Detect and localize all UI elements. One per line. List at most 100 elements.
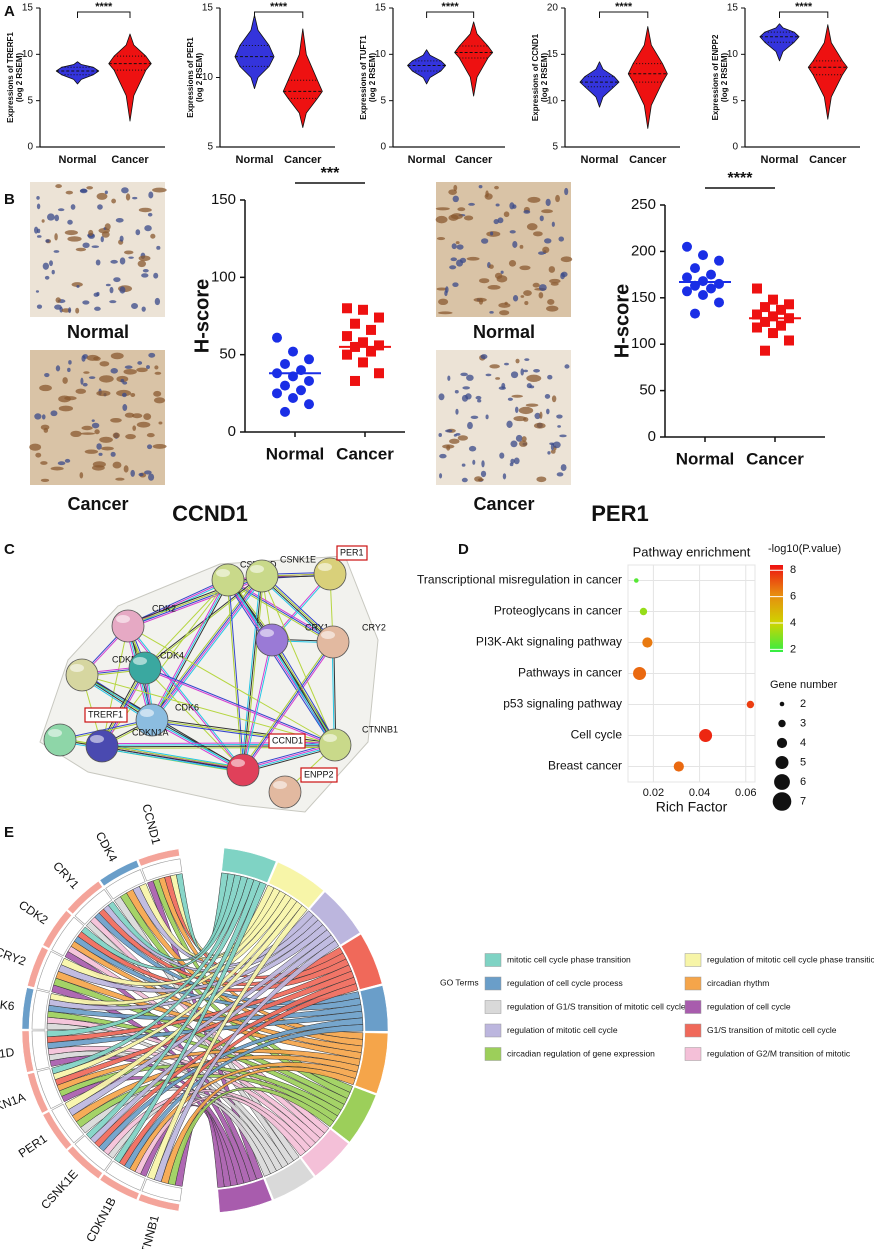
cell (518, 440, 528, 447)
cell (549, 278, 561, 284)
cell (120, 378, 125, 383)
node-label: CCND1 (272, 735, 303, 745)
cell (124, 365, 133, 369)
cell (499, 452, 505, 459)
point (288, 392, 298, 403)
cell (438, 393, 445, 401)
cell (450, 257, 458, 262)
gene-label: CSNK1E (38, 1167, 81, 1212)
gene-inner-arc (51, 1103, 85, 1144)
cell (119, 286, 126, 294)
y-axis-label: Expressions of TRERF1 (6, 32, 15, 123)
y-tick-label: 250 (631, 196, 656, 213)
node-label: CDK4 (160, 650, 184, 660)
cell (122, 404, 128, 412)
node-highlight (133, 657, 147, 665)
node-highlight (216, 569, 230, 577)
cell (502, 473, 507, 480)
cell (36, 203, 41, 210)
network-edge (81, 674, 336, 746)
y-axis-label: (log 2 RSEM) (720, 53, 729, 103)
cell (548, 266, 556, 273)
chord-ribbon (89, 916, 330, 1134)
cell (80, 432, 96, 435)
gene-arc (42, 910, 72, 949)
point (304, 399, 314, 410)
cell (452, 282, 459, 288)
cell (564, 364, 570, 369)
point (342, 349, 352, 360)
cell (44, 275, 50, 280)
x-tick-label: Cancer (455, 154, 493, 166)
y-tick-label: 0 (380, 142, 386, 153)
cell (125, 193, 131, 201)
cell (455, 241, 460, 245)
node-label: CSNK1E (280, 554, 316, 564)
node-highlight (70, 664, 84, 672)
panel-label: A (4, 3, 15, 20)
point (706, 283, 716, 294)
cell (132, 425, 137, 431)
cell (463, 215, 474, 221)
significance-label: **** (270, 1, 288, 13)
y-tick-label: 50 (639, 382, 656, 399)
cell (513, 457, 520, 465)
cell (524, 301, 529, 306)
cell (519, 265, 531, 271)
cell (68, 360, 72, 365)
significance-bracket (254, 11, 304, 18)
y-tick-label: Proteoglycans in cancer (494, 604, 622, 618)
gene-arc (42, 1111, 72, 1150)
point (296, 385, 306, 396)
network-edge (153, 577, 265, 722)
cell (560, 272, 565, 280)
x-tick-label: Cancer (809, 154, 847, 166)
cell (533, 369, 540, 373)
cell (144, 470, 152, 475)
network-edge (128, 625, 245, 770)
cell (81, 425, 93, 431)
node-highlight (90, 735, 104, 743)
bubble (633, 667, 647, 680)
cell (489, 311, 494, 314)
panel-label: D (458, 541, 469, 558)
cell (58, 405, 74, 412)
chord-ribbon (147, 905, 308, 1180)
chord-ribbon (94, 976, 357, 1148)
cell (460, 372, 468, 377)
chart-title: CCND1 (172, 501, 248, 526)
network-node (245, 559, 279, 593)
y-tick-label: PI3K-Akt signaling pathway (476, 635, 622, 649)
network-edge (272, 639, 337, 745)
x-tick-label: 0.02 (643, 787, 664, 799)
gene-arc (99, 859, 140, 887)
image-background (436, 182, 571, 317)
cell (485, 373, 492, 377)
cell (532, 282, 540, 288)
legend-swatch (684, 1023, 702, 1038)
cell (510, 440, 518, 448)
legend-swatch (484, 1000, 502, 1014)
cell (64, 230, 78, 236)
cell (36, 235, 42, 238)
cell (495, 203, 500, 207)
network-edge (261, 575, 336, 746)
violin (108, 33, 152, 122)
cell (50, 410, 58, 417)
cell (509, 230, 516, 234)
significance-label: **** (95, 1, 113, 13)
cell (70, 204, 76, 210)
cell (521, 436, 527, 442)
cell (135, 229, 141, 236)
cell (439, 453, 447, 459)
cell (34, 226, 39, 234)
legend-swatch (484, 1047, 502, 1061)
significance-label: **** (728, 170, 754, 187)
cell (156, 245, 161, 250)
legend-label: circadian rhythm (707, 978, 769, 988)
colorbar-tick-label: 6 (790, 591, 796, 603)
network-edge (101, 625, 129, 747)
colorbar-tick-label: 2 (790, 643, 796, 655)
point (280, 358, 290, 369)
cell (143, 413, 152, 421)
